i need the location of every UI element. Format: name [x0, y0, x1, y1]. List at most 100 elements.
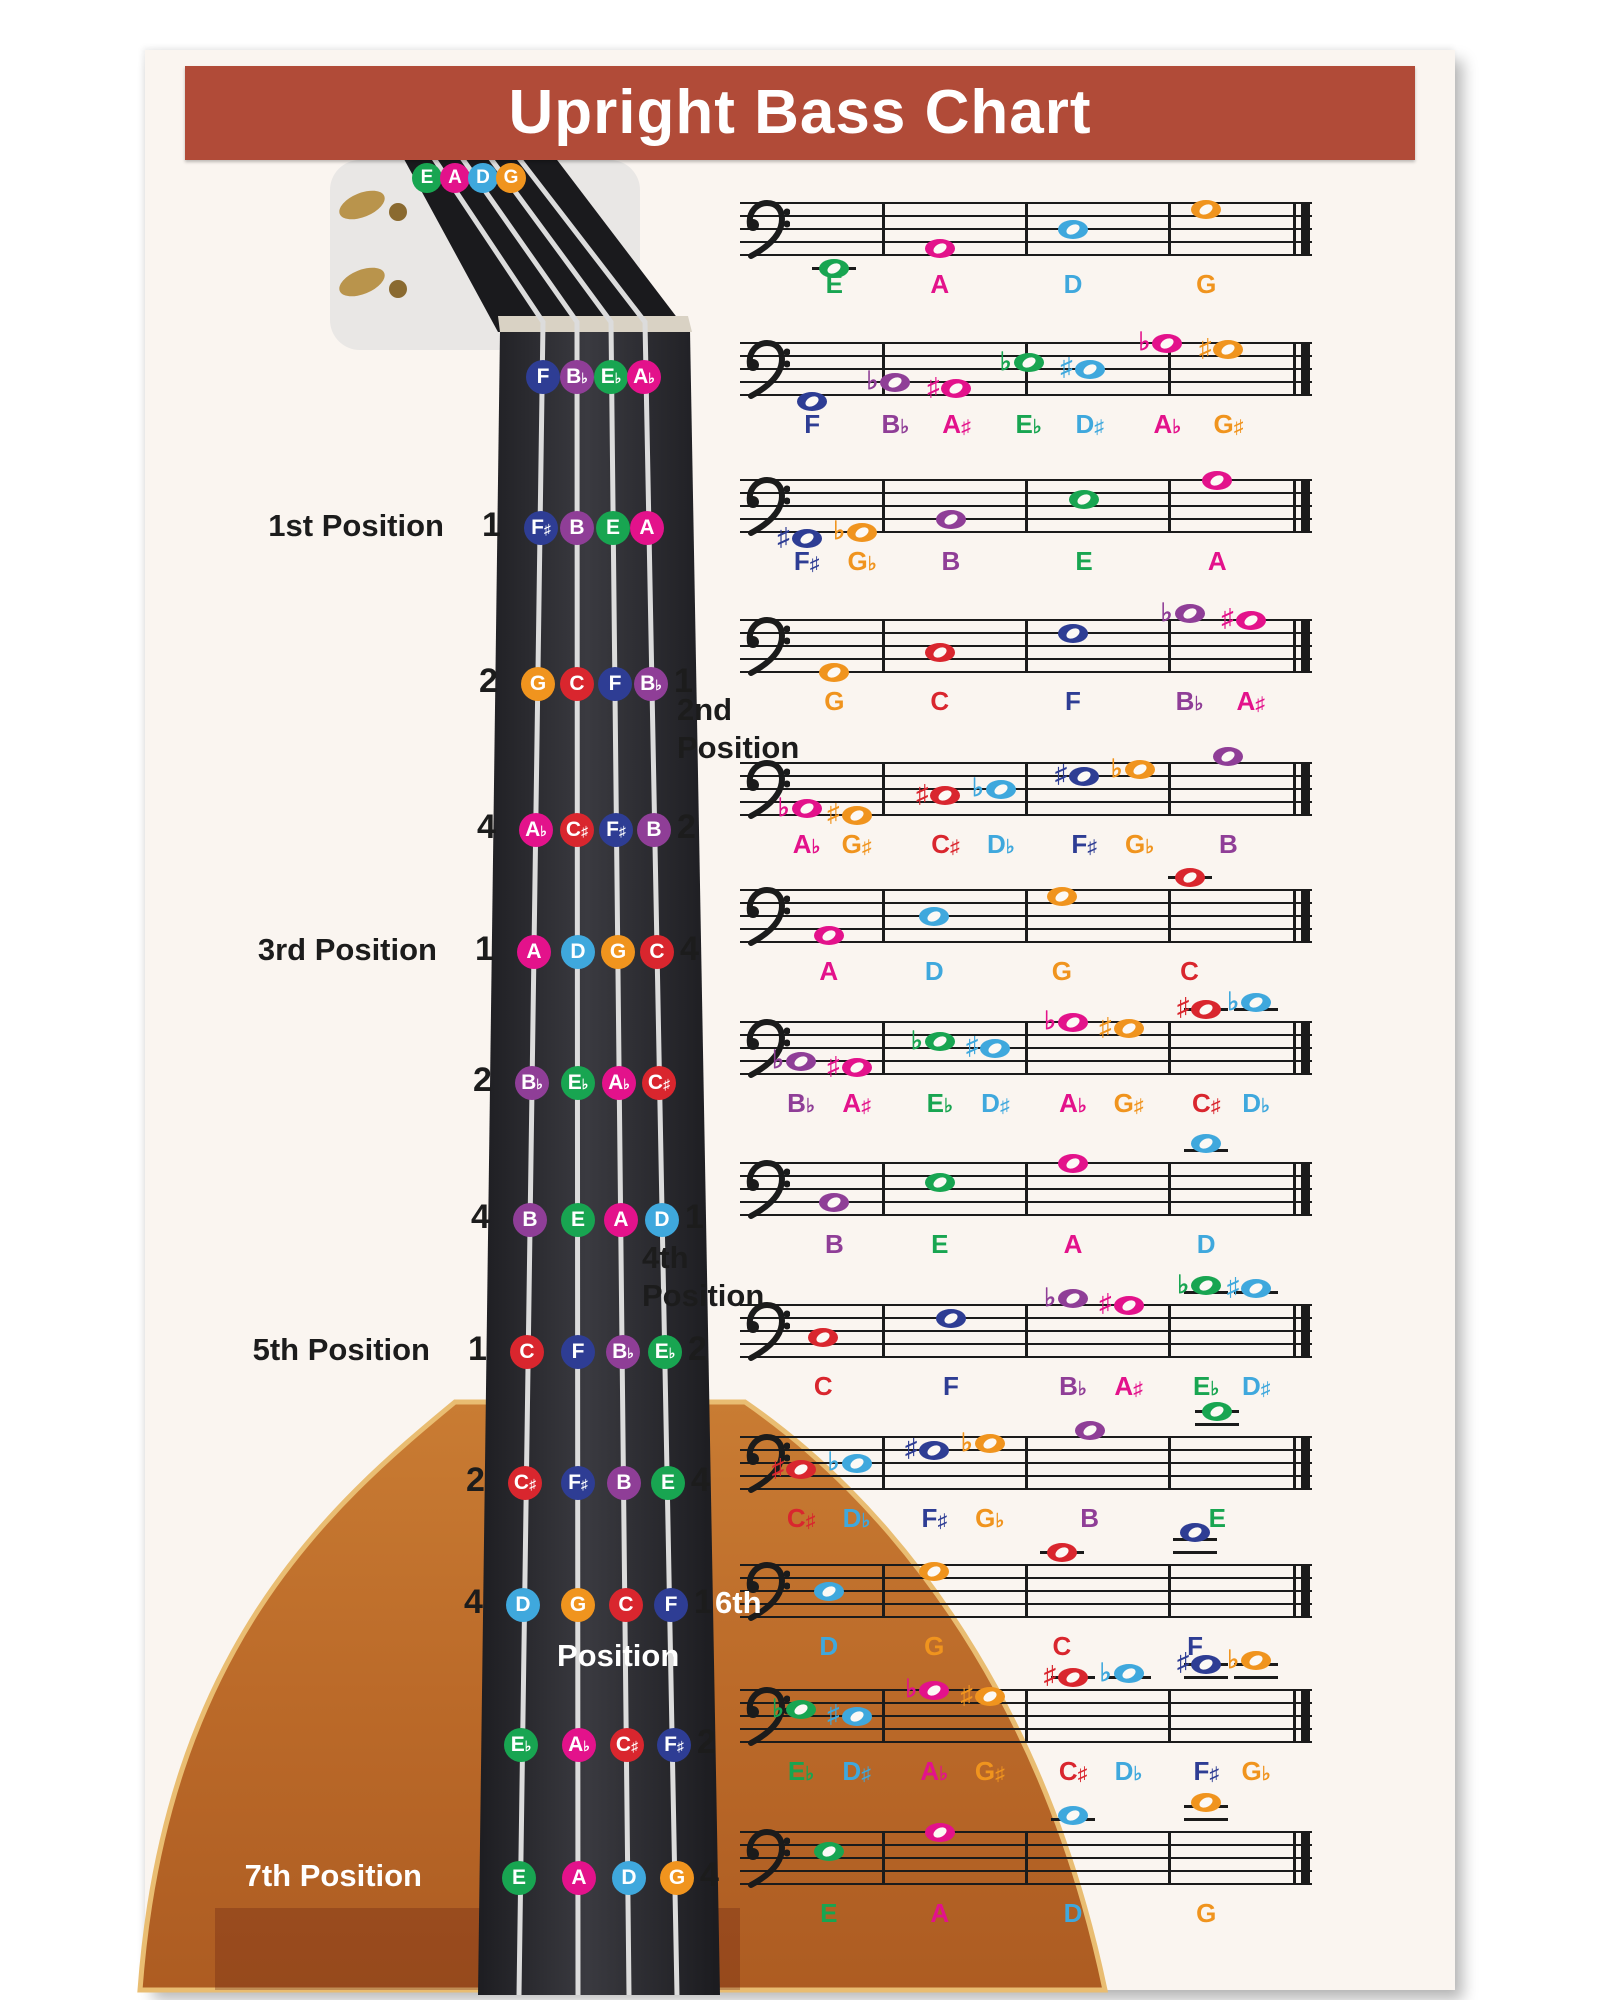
- note-label: C♯: [786, 1503, 816, 1533]
- note-label: A♭: [1059, 1088, 1087, 1118]
- barline: [1025, 1163, 1028, 1216]
- note-label: D♭: [842, 1503, 871, 1533]
- staff-row: ♭ E♭ ♯ D♯ ♭ A♭ ♯ G♯ ♯ C♯ ♭ D♭ ♯ F♯ ♭ G♭: [740, 1646, 1312, 1786]
- whole-note: [1180, 1523, 1211, 1542]
- whole-note: [841, 805, 872, 825]
- whole-note: [1191, 1276, 1222, 1295]
- note-circle: B♭: [634, 667, 668, 701]
- whole-note: [930, 786, 961, 805]
- barline: [882, 890, 885, 943]
- whole-note: [1046, 887, 1077, 906]
- whole-note: [935, 1308, 966, 1328]
- note-circle: C: [609, 1588, 643, 1622]
- note-label: G: [1196, 1898, 1217, 1928]
- finger-number-left: 4: [471, 1198, 490, 1236]
- whole-note: [924, 643, 955, 662]
- note-label: D: [1196, 1229, 1216, 1259]
- final-barline: [1301, 1022, 1310, 1075]
- barline: [1025, 1832, 1028, 1885]
- barline: [1293, 763, 1296, 816]
- whole-note: [841, 1706, 872, 1726]
- flat-icon: ♭: [1099, 1658, 1112, 1687]
- finger-number-right: 1: [685, 1198, 704, 1236]
- finger-number-right: 1: [674, 662, 693, 700]
- finger-number-left: 4: [477, 808, 496, 846]
- whole-note: [980, 1038, 1011, 1058]
- finger-number-left: 2: [473, 1061, 492, 1099]
- note-label: C: [1180, 956, 1199, 986]
- note-circle: F: [561, 1335, 595, 1369]
- note-label: A: [1207, 546, 1227, 576]
- barline: [882, 480, 885, 533]
- position-label: 3rd Position: [257, 932, 437, 967]
- barline: [1025, 1305, 1028, 1358]
- ledger-line: [1234, 1675, 1279, 1679]
- note-label: E: [820, 1898, 838, 1928]
- note-label: C♯: [1192, 1088, 1221, 1118]
- note-label: G: [924, 1631, 945, 1661]
- sharp-icon: ♯: [771, 1453, 785, 1482]
- string-D: [480, 146, 632, 1996]
- note-label: G♭: [1124, 829, 1155, 859]
- note-label: F♯: [1193, 1756, 1219, 1786]
- note-label: C♯: [931, 829, 960, 859]
- string-E: [424, 146, 546, 1996]
- tuner-key: [339, 190, 385, 220]
- note-circle: C♯: [642, 1066, 676, 1100]
- bass-clef-icon: [744, 1301, 791, 1368]
- sharp-icon: ♯: [966, 1032, 979, 1060]
- note-circle: C: [640, 935, 674, 969]
- note-label: A♯: [842, 1088, 871, 1118]
- note-circle: G: [521, 667, 555, 701]
- note-circle: B: [513, 1203, 547, 1237]
- note-circle: E♭: [561, 1066, 595, 1100]
- flat-icon: ♭: [1044, 1007, 1056, 1035]
- note-circle: F♯: [599, 813, 633, 847]
- note-label: G: [1051, 956, 1072, 986]
- note-label: C: [930, 686, 950, 716]
- note-label: D♭: [1242, 1088, 1271, 1118]
- whole-note: [1113, 1664, 1144, 1684]
- final-barline: [1301, 1690, 1310, 1743]
- barline: [1168, 1565, 1171, 1618]
- whole-note: [819, 1192, 850, 1212]
- note-circle: D: [645, 1203, 679, 1237]
- sharp-icon: ♯: [827, 799, 840, 827]
- note-label: F: [942, 1371, 959, 1401]
- note-circle: F♯: [657, 1728, 691, 1762]
- note-circle: B♭: [515, 1066, 549, 1100]
- whole-note: [1058, 623, 1088, 643]
- staff-row: C F ♭ B♭ ♯ A♯ ♭ E♭ ♯ D♯: [740, 1271, 1312, 1401]
- note-label: G: [1196, 269, 1217, 299]
- flat-icon: ♭: [772, 1046, 784, 1074]
- note-circle: B: [637, 813, 671, 847]
- sharp-icon: ♯: [1099, 1012, 1112, 1041]
- finger-number-right: 4: [700, 1856, 719, 1894]
- note-circle: E: [412, 163, 442, 193]
- flat-icon: ♭: [971, 774, 984, 802]
- position-label-below: Position: [557, 1638, 680, 1673]
- whole-note: [924, 1032, 955, 1051]
- whole-note: [1202, 1401, 1233, 1421]
- barline: [1168, 343, 1171, 396]
- note-label: D♯: [1242, 1371, 1271, 1401]
- note-label: B: [824, 1229, 844, 1259]
- whole-note: [924, 239, 955, 258]
- position-label: 1st Position: [268, 508, 444, 543]
- page-title: Upright Bass Chart: [508, 78, 1092, 147]
- bass-clef-icon: [744, 1018, 791, 1085]
- finger-number-right: 2: [688, 1330, 707, 1368]
- bass-clef-icon: [744, 1561, 791, 1628]
- position-label-below: 4th: [642, 1240, 689, 1275]
- note-label: G: [824, 686, 845, 716]
- note-circle: D: [612, 1861, 646, 1895]
- whole-note: [841, 1058, 872, 1077]
- note-label: E♭: [787, 1756, 815, 1786]
- whole-note: [1241, 993, 1272, 1012]
- whole-note: [919, 1440, 950, 1460]
- note-label: E♭: [926, 1088, 953, 1118]
- flat-icon: ♭: [1177, 1270, 1190, 1299]
